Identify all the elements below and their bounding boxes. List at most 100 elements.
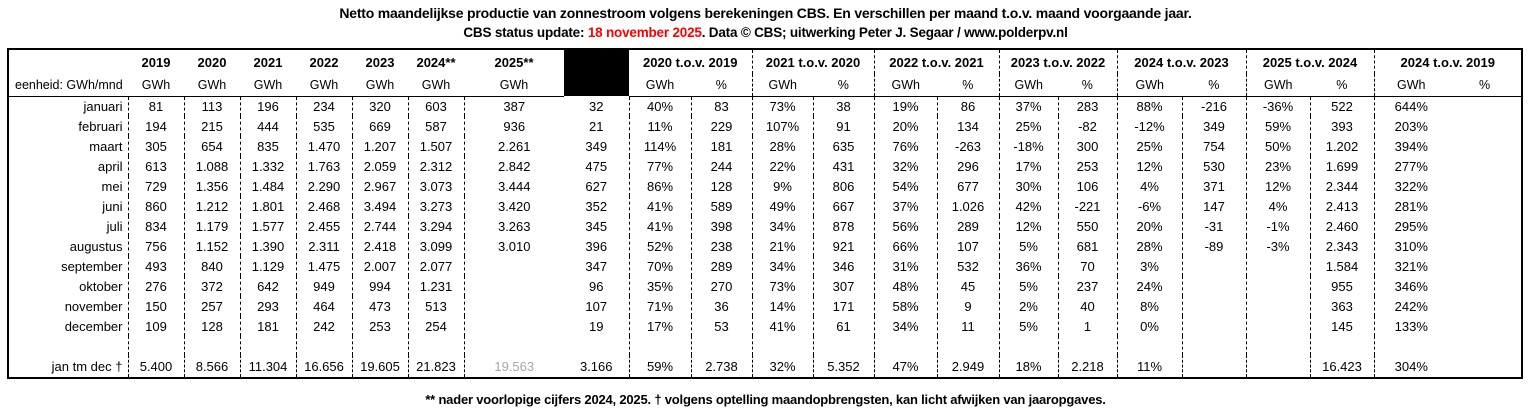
diff-cell: -89 [1181,236,1246,256]
diff-subheader-gwh: GWh [1373,74,1448,97]
production-cell: 3.010 [463,236,564,256]
production-cell: 2.468 [295,196,352,216]
diff-cell: 34% [873,316,937,336]
table-row: september 493 840 1.129 1.475 2.007 2.077 347 70… [8,256,1522,276]
production-cell: 2.059 [351,156,408,176]
diff-cell: -12% [1116,116,1182,136]
unit-subheader: GWh [184,74,240,97]
production-cell: 109 [127,316,184,336]
diff-cell: 49% [751,196,813,216]
spacer-cell [936,336,999,355]
diff-cell [1245,316,1310,336]
diff-cell: 56% [873,216,937,236]
diff-cell: 296 [936,156,999,176]
production-total-cell: 5.400 [127,355,184,378]
diff-group-header: 2023 t.o.v. 2022 [998,49,1117,74]
production-cell: 464 [295,296,352,316]
diff-cell: -1% [1245,216,1310,236]
diff-cell: 5.352 [812,355,874,378]
diff-cell: 28% [751,136,813,156]
diff-cell: 25% [1116,136,1182,156]
production-cell: 1.475 [295,256,352,276]
production-cell: 1.801 [239,196,296,216]
diff-cell [1245,355,1310,378]
diff-cell: 40% [628,96,691,116]
diff-cell: 475 [585,158,608,174]
diff-cell: 58% [873,296,937,316]
diff-cell: 59% [1245,116,1310,136]
solar-production-table: 2019 2020 2021 2022 2023 2024** 2025** 2020 t.o… [7,48,1523,379]
diff-cell: 50% [1245,136,1310,156]
page-title: Netto maandelijkse productie van zonnest… [339,5,1192,21]
production-cell: 2.077 [407,256,464,276]
production-cell: 2.967 [351,176,408,196]
diff-cell: 0% [1116,316,1182,336]
diff-subheader-pct: % [1448,74,1522,97]
table-row: december 109 128 181 242 253 254 19 17% 53 41% 61 34… [8,316,1522,336]
spacer-cell [1057,336,1117,355]
production-cell: 603 [407,96,464,116]
month-label: mei [101,178,123,194]
production-cell: 128 [183,316,240,336]
diff-cell: 347 [585,258,608,274]
production-cell: 654 [183,136,240,156]
diff-cell: 2.949 [936,355,999,378]
production-cell: 860 [127,196,184,216]
diff-cell: -216 [1181,96,1246,116]
production-cell: 3.273 [407,196,464,216]
diff-cell: 1.202 [1309,136,1374,156]
diff-cell: 522 [1309,96,1374,116]
production-cell: 1.179 [183,216,240,236]
diff-cell: 346 [812,256,874,276]
spacer-cell [351,336,408,355]
diff-cell: 321% [1373,256,1448,276]
header-row-years: 2019 2020 2021 2022 2023 2024** 2025** 2020 t.o… [8,49,1522,96]
diff-cell: 12% [1116,156,1182,176]
diff-cell: 371 [1181,176,1246,196]
diff-cell: 19% [873,96,937,116]
production-cell: 2.311 [295,236,352,256]
diff-cell: -31 [1181,216,1246,236]
diff-cell: 71% [628,296,691,316]
diff-cell: 1.026 [936,196,999,216]
diff-cell: 9% [751,176,813,196]
spacer-cell [812,336,874,355]
diff-cell: 21 [589,118,604,134]
diff-cell: 133% [1373,316,1448,336]
production-cell: 473 [351,296,408,316]
production-cell: 194 [127,116,184,136]
diff-cell: 25% [998,116,1058,136]
production-cell: 253 [351,316,408,336]
production-cell: 1.212 [183,196,240,216]
year-header: 2024** [416,54,456,70]
diff-cell: 181 [690,136,752,156]
table-row: oktober 276 372 642 949 994 1.231 96 35% 270 73% 30… [8,276,1522,296]
diff-cell: 42% [998,196,1058,216]
production-cell: 387 [463,96,564,116]
production-cell: 372 [183,276,240,296]
diff-cell: -6% [1116,196,1182,216]
production-cell: 834 [127,216,184,236]
diff-cell: 1 [1057,316,1117,336]
diff-cell: 37% [873,196,937,216]
production-cell: 2.261 [463,136,564,156]
production-cell: 1.231 [407,276,464,296]
diff-cell: 171 [812,296,874,316]
production-cell: 254 [407,316,464,336]
year-header: 2021 [253,54,283,70]
diff-cell: 17% [998,156,1058,176]
production-cell: 196 [239,96,296,116]
diff-cell: 17% [628,316,691,336]
diff-cell: 2.218 [1057,355,1117,378]
production-cell: 1.088 [183,156,240,176]
production-cell: 444 [239,116,296,136]
spacer-cell [873,336,937,355]
diff-cell: 754 [1181,136,1246,156]
diff-cell: 677 [936,176,999,196]
year-header: 2022 [309,54,339,70]
diff-cell: 32% [751,355,813,378]
diff-cell: 73% [751,96,813,116]
diff-cell: 644% [1373,96,1448,116]
production-cell: 242 [295,316,352,336]
diff-cell: 20% [873,116,937,136]
